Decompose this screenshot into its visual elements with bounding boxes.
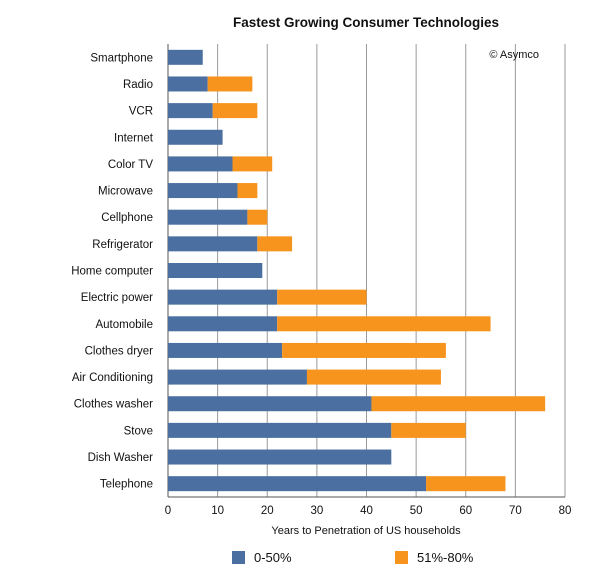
x-tick-label: 50 [410,505,423,517]
bar-first-segment [168,263,263,278]
legend: 0-50% 51%-80% [232,550,474,565]
bar-first-segment [168,129,223,145]
category-label: Automobile [95,319,153,331]
bar-first-segment [168,342,283,358]
category-label: Air Conditioning [72,372,153,384]
x-tick-label: 0 [165,505,171,517]
bars [168,49,546,492]
bar-second-segment [277,316,491,332]
category-label: Dish Washer [88,452,154,464]
bar-first-segment [168,49,203,65]
x-tick-label: 10 [211,505,224,517]
x-tick-label: 30 [310,505,323,517]
category-label: Clothes dryer [85,345,154,357]
bar-first-segment [168,156,233,172]
x-tick-label: 70 [509,505,522,517]
bar-second-segment [371,396,546,412]
x-tick-labels: 0 10 20 30 40 50 60 70 80 [165,505,572,517]
category-label: Color TV [108,159,153,171]
bar-second-segment [257,236,293,252]
bar-first-segment [168,316,278,332]
category-label: Cellphone [101,212,153,224]
category-label: Telephone [100,479,153,491]
bar-first-segment [168,236,258,252]
bar-first-segment [168,183,238,199]
bar-first-segment [168,103,213,119]
bar-first-segment [168,289,278,305]
chart-title: Fastest Growing Consumer Technologies [233,15,499,30]
bar-second-segment [232,156,273,172]
bar-first-segment [168,76,208,92]
category-label: Microwave [98,186,153,198]
x-tick-label: 80 [559,505,572,517]
x-tick-label: 20 [261,505,274,517]
category-label: Home computer [71,266,153,278]
category-labels: Smartphone Radio VCR Internet Color TV Microw… [71,52,154,490]
bar-first-segment [168,209,248,225]
category-label: VCR [129,106,153,118]
x-tick-label: 60 [459,505,472,517]
bar-second-segment [237,183,258,199]
bar-second-segment [207,76,253,92]
source-annotation: © Asymco [489,49,539,61]
bar-second-segment [306,369,441,385]
bar-first-segment [168,476,427,492]
legend-label: 0-50% [254,550,292,565]
bar-first-segment [168,369,307,385]
legend-label: 51%-80% [417,550,474,565]
category-label: Smartphone [90,52,153,64]
x-axis-label: Years to Penetration of US households [271,525,461,537]
x-tick-label: 40 [360,505,373,517]
grid-lines [167,44,566,498]
bar-second-segment [391,422,466,438]
category-label: Clothes washer [74,399,153,411]
bar-first-segment [168,449,392,465]
legend-swatch [395,551,408,564]
category-label: Refrigerator [92,239,153,251]
category-label: Radio [123,79,153,91]
bar-second-segment [426,476,506,492]
category-label: Internet [114,132,154,144]
bar-second-segment [247,209,268,225]
bar-second-segment [277,289,367,305]
bar-second-segment [212,103,258,119]
category-label: Electric power [81,292,153,304]
bar-second-segment [282,342,446,358]
legend-swatch [232,551,245,564]
bar-first-segment [168,422,392,438]
category-label: Stove [124,425,153,437]
bar-first-segment [168,396,372,412]
